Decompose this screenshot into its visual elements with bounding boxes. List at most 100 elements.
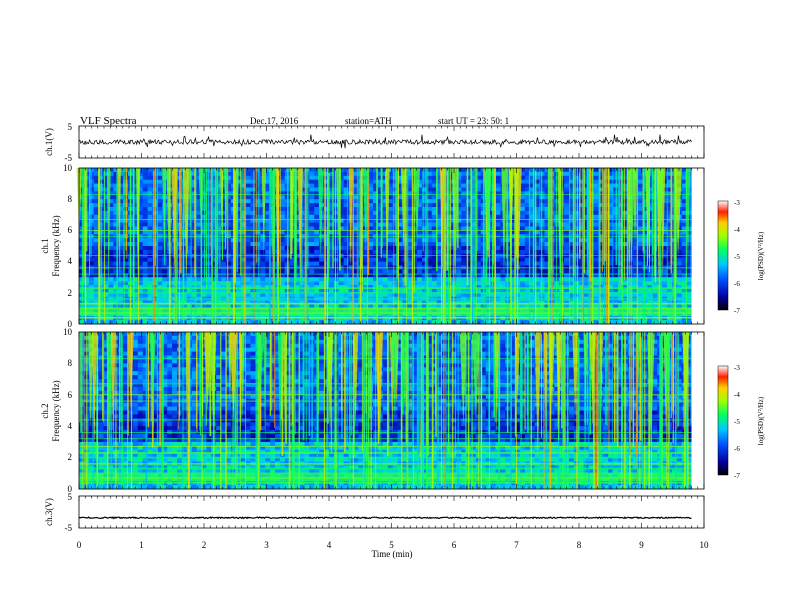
- spectrogram-cell: [309, 214, 315, 220]
- spectrogram-cell: [456, 238, 462, 243]
- spectrogram-cell: [377, 199, 384, 204]
- spectrogram-cell: [353, 175, 359, 181]
- spectrogram-cell: [510, 246, 516, 251]
- spectrogram-cell: [93, 171, 99, 177]
- spectrogram-cell: [495, 257, 501, 262]
- spectrogram-cell: [578, 269, 585, 274]
- spectrogram-cell: [309, 269, 315, 274]
- spectrogram-cell: [132, 222, 139, 227]
- spectrogram-cell: [461, 249, 467, 255]
- spectrogram-cell: [83, 281, 90, 286]
- spectrogram-cell: [245, 292, 251, 298]
- spectrogram-cell: [211, 218, 217, 223]
- spectrogram-cell: [142, 207, 148, 212]
- spectrogram-cell: [407, 242, 413, 247]
- spectrogram-cell: [564, 292, 570, 298]
- spectrogram-cell: [113, 253, 119, 259]
- spectrogram-cell: [598, 226, 604, 231]
- spectrogram-cell: [598, 203, 604, 208]
- spectrogram-cell: [627, 253, 634, 259]
- spectrogram-cell: [632, 242, 638, 247]
- spectrogram-cell: [343, 183, 349, 188]
- spectrogram-cell: [475, 277, 482, 282]
- spectrogram-cell: [289, 288, 295, 294]
- spectrogram-cell: [461, 222, 467, 227]
- spectrogram-cell: [554, 257, 560, 262]
- spectrogram-cell: [382, 242, 389, 247]
- spectrogram-cell: [348, 288, 354, 294]
- spectrogram-cell: [108, 183, 114, 188]
- spectrogram-cell: [436, 191, 442, 196]
- spectrogram-cell: [235, 261, 242, 266]
- spectrogram-cell: [118, 246, 124, 251]
- spectrogram-cell: [475, 210, 482, 216]
- spectrogram-cell: [79, 230, 85, 235]
- spectrogram-cell: [245, 285, 251, 290]
- spectrogram-cell: [622, 249, 629, 255]
- spectrogram-cell: [328, 175, 335, 181]
- spectrogram-cell: [353, 238, 359, 243]
- spectrogram-cell: [108, 281, 114, 286]
- spectrogram-cell: [407, 253, 413, 259]
- spectrogram-cell: [83, 288, 90, 294]
- spectrogram-cell: [495, 238, 501, 243]
- spectrogram-cell: [618, 230, 624, 235]
- spectrogram-cell: [79, 285, 85, 290]
- spectrogram-cell: [353, 203, 359, 208]
- spectrogram-cell: [529, 207, 536, 212]
- spectrogram-cell: [181, 249, 188, 255]
- spectrogram-cell: [578, 203, 585, 208]
- spectrogram-cell: [363, 300, 369, 305]
- spectrogram-cell: [294, 261, 300, 266]
- spectrogram-cell: [534, 269, 540, 274]
- spectrogram-cell: [260, 238, 266, 243]
- spectrogram-cell: [368, 175, 374, 181]
- spectrogram-cell: [524, 175, 531, 181]
- spectrogram-cell: [407, 277, 413, 282]
- spectrogram-cell: [608, 175, 614, 181]
- spectrogram-cell: [618, 171, 624, 177]
- spectrogram-cell: [93, 195, 99, 200]
- spectrogram-cell: [524, 168, 531, 173]
- spectrogram-cell: [642, 218, 648, 223]
- spectrogram-cell: [368, 277, 374, 282]
- spectrogram-cell: [662, 218, 668, 223]
- spectrogram-cell: [431, 195, 438, 200]
- spectrogram-cell: [250, 273, 256, 278]
- spectrogram-cell: [108, 261, 114, 266]
- spectrogram-cell: [534, 249, 540, 255]
- spectrogram-cell: [392, 273, 398, 278]
- spectrogram-cell: [235, 187, 242, 192]
- spectrogram-cell: [328, 238, 335, 243]
- spectrogram-cell: [382, 304, 389, 309]
- spectrogram-cell: [569, 292, 575, 298]
- spectrogram-cell: [221, 191, 227, 196]
- spectrogram-cell: [196, 187, 202, 192]
- spectrogram-cell: [93, 277, 99, 282]
- spectrogram-cell: [520, 285, 526, 290]
- spectrogram-cell: [544, 191, 550, 196]
- spectrogram-cell: [608, 179, 614, 184]
- spectrogram-cell: [363, 257, 369, 262]
- spectrogram-cell: [142, 277, 148, 282]
- spectrogram-cell: [132, 218, 139, 223]
- spectrogram-cell: [363, 273, 369, 278]
- spectrogram-cell: [397, 199, 403, 204]
- spectrogram-cell: [181, 230, 188, 235]
- spectrogram-cell: [407, 203, 413, 208]
- spectrogram-cell: [417, 179, 423, 184]
- spectrogram-cell: [461, 230, 467, 235]
- spectrogram-cell: [583, 246, 589, 251]
- spectrogram-cell: [221, 222, 227, 227]
- spectrogram-cell: [250, 292, 256, 298]
- spectrogram-cell: [255, 285, 261, 290]
- spectrogram-cell: [118, 238, 124, 243]
- spectrogram-cell: [118, 195, 124, 200]
- spectrogram-cell: [79, 179, 85, 184]
- spectrogram-cell: [544, 300, 550, 305]
- spectrogram-cell: [431, 246, 438, 251]
- spectrogram-cell: [681, 242, 687, 247]
- spectrogram-cell: [466, 238, 472, 243]
- spectrogram-cell: [676, 300, 683, 305]
- spectrogram-cell: [461, 175, 467, 181]
